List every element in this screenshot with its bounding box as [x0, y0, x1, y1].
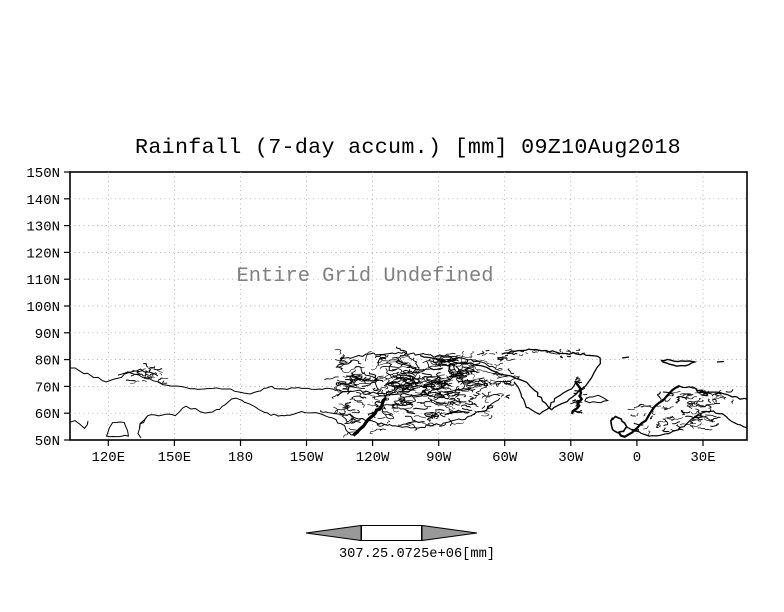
svg-text:150N: 150N: [26, 166, 60, 182]
svg-text:0: 0: [633, 450, 641, 466]
svg-text:Entire Grid Undefined: Entire Grid Undefined: [237, 265, 494, 288]
svg-text:150W: 150W: [290, 450, 324, 466]
svg-text:140N: 140N: [26, 193, 60, 209]
svg-text:30E: 30E: [690, 450, 715, 466]
svg-text:120E: 120E: [91, 450, 125, 466]
svg-text:180: 180: [228, 450, 253, 466]
svg-text:130N: 130N: [26, 220, 60, 236]
svg-text:90W: 90W: [426, 450, 452, 466]
svg-text:60W: 60W: [492, 450, 518, 466]
svg-text:150E: 150E: [158, 450, 192, 466]
svg-text:100N: 100N: [26, 300, 60, 316]
svg-text:Rainfall (7-day accum.) [mm] 0: Rainfall (7-day accum.) [mm] 09Z10Aug201…: [135, 135, 681, 160]
svg-text:110N: 110N: [26, 273, 60, 289]
svg-text:60N: 60N: [35, 407, 60, 423]
svg-text:307.25.0725e+06[mm]: 307.25.0725e+06[mm]: [339, 547, 495, 562]
svg-text:120W: 120W: [356, 450, 390, 466]
svg-text:90N: 90N: [35, 327, 60, 343]
svg-text:120N: 120N: [26, 246, 60, 262]
svg-text:80N: 80N: [35, 354, 60, 370]
svg-text:50N: 50N: [35, 434, 60, 450]
svg-text:70N: 70N: [35, 380, 60, 396]
svg-text:30W: 30W: [558, 450, 584, 466]
